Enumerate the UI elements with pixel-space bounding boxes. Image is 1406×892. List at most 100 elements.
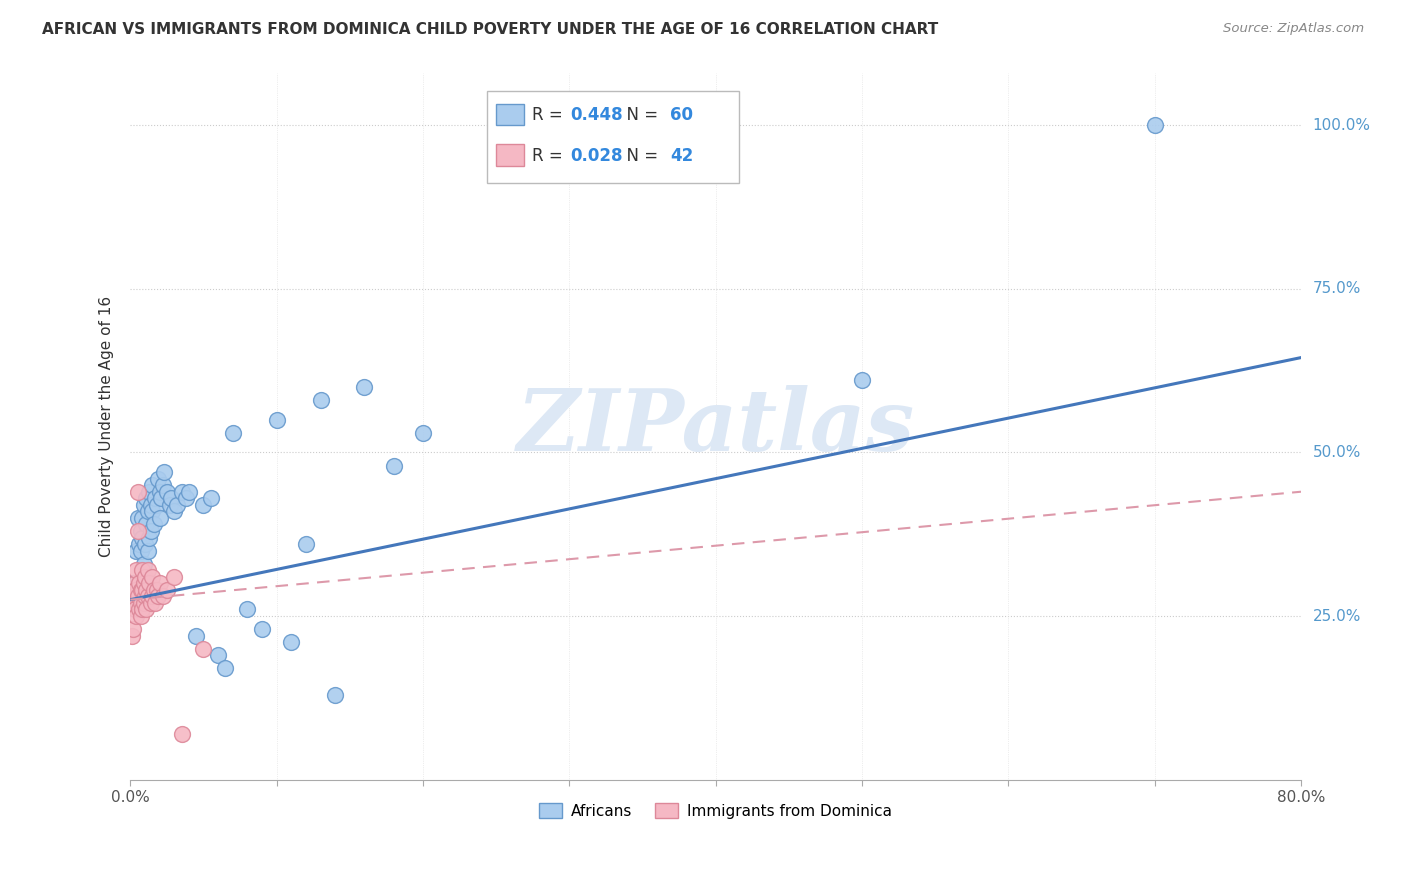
Text: 0.448: 0.448 xyxy=(571,106,623,124)
Point xyxy=(125,563,148,577)
Point xyxy=(134,576,156,591)
Text: 60: 60 xyxy=(671,106,693,124)
Point xyxy=(177,484,200,499)
Point xyxy=(146,472,169,486)
Point xyxy=(141,478,163,492)
Point xyxy=(128,576,150,591)
Text: 25.0%: 25.0% xyxy=(1313,608,1361,624)
Point xyxy=(128,602,150,616)
Point xyxy=(143,491,166,506)
Point xyxy=(139,498,162,512)
Point xyxy=(135,602,157,616)
Point xyxy=(134,590,156,604)
Point xyxy=(128,537,150,551)
Point xyxy=(127,590,149,604)
Point xyxy=(143,596,166,610)
Point xyxy=(136,504,159,518)
Point xyxy=(309,393,332,408)
Point xyxy=(135,517,157,532)
Point xyxy=(146,590,169,604)
Point xyxy=(193,498,215,512)
Text: R =: R = xyxy=(531,106,568,124)
Point xyxy=(132,576,155,591)
Point xyxy=(121,629,143,643)
Point xyxy=(159,498,181,512)
Point xyxy=(127,524,149,538)
Point xyxy=(131,511,153,525)
Point xyxy=(142,582,165,597)
Point xyxy=(122,622,145,636)
Point xyxy=(141,504,163,518)
Point xyxy=(266,413,288,427)
Point xyxy=(295,537,318,551)
Point xyxy=(132,498,155,512)
Text: R =: R = xyxy=(531,146,568,165)
Point xyxy=(124,582,146,597)
Point xyxy=(136,590,159,604)
Text: AFRICAN VS IMMIGRANTS FROM DOMINICA CHILD POVERTY UNDER THE AGE OF 16 CORRELATIO: AFRICAN VS IMMIGRANTS FROM DOMINICA CHIL… xyxy=(42,22,938,37)
Point xyxy=(131,602,153,616)
Point xyxy=(207,648,229,663)
Point xyxy=(170,727,193,741)
Point xyxy=(124,576,146,591)
Point xyxy=(160,491,183,506)
Text: N =: N = xyxy=(616,146,664,165)
Point xyxy=(134,570,156,584)
Point xyxy=(129,543,152,558)
Point xyxy=(152,478,174,492)
Point xyxy=(280,635,302,649)
Point xyxy=(851,374,873,388)
FancyBboxPatch shape xyxy=(495,103,523,125)
Point xyxy=(214,661,236,675)
Point xyxy=(129,609,152,624)
Point xyxy=(382,458,405,473)
Point xyxy=(174,491,197,506)
Point xyxy=(145,498,167,512)
Point xyxy=(125,582,148,597)
Point xyxy=(412,425,434,440)
Point xyxy=(138,531,160,545)
Point xyxy=(163,570,186,584)
Point xyxy=(131,563,153,577)
Text: ZIPatlas: ZIPatlas xyxy=(516,384,915,468)
Y-axis label: Child Poverty Under the Age of 16: Child Poverty Under the Age of 16 xyxy=(100,296,114,557)
Text: 50.0%: 50.0% xyxy=(1313,445,1361,460)
Point xyxy=(152,590,174,604)
Point xyxy=(156,484,179,499)
Text: N =: N = xyxy=(616,106,664,124)
Point xyxy=(193,641,215,656)
Point xyxy=(149,511,172,525)
Point xyxy=(127,511,149,525)
FancyBboxPatch shape xyxy=(488,91,740,183)
Point xyxy=(129,596,152,610)
Point xyxy=(132,596,155,610)
Point xyxy=(353,380,375,394)
Point xyxy=(200,491,222,506)
Point xyxy=(236,602,259,616)
Point xyxy=(129,524,152,538)
Point xyxy=(132,557,155,571)
Point xyxy=(127,484,149,499)
Point xyxy=(127,590,149,604)
Point xyxy=(139,524,162,538)
Point xyxy=(135,582,157,597)
Point xyxy=(136,563,159,577)
Point xyxy=(125,543,148,558)
Point xyxy=(163,504,186,518)
Point xyxy=(124,602,146,616)
Point xyxy=(149,484,172,499)
Point xyxy=(145,582,167,597)
Text: 75.0%: 75.0% xyxy=(1313,281,1361,296)
Point xyxy=(1143,118,1166,132)
Point xyxy=(124,596,146,610)
Point xyxy=(141,570,163,584)
Point xyxy=(142,517,165,532)
Point xyxy=(121,596,143,610)
Point xyxy=(125,609,148,624)
FancyBboxPatch shape xyxy=(495,144,523,166)
Point xyxy=(323,688,346,702)
Point xyxy=(222,425,245,440)
Point xyxy=(141,590,163,604)
Point xyxy=(150,491,173,506)
Point xyxy=(170,484,193,499)
